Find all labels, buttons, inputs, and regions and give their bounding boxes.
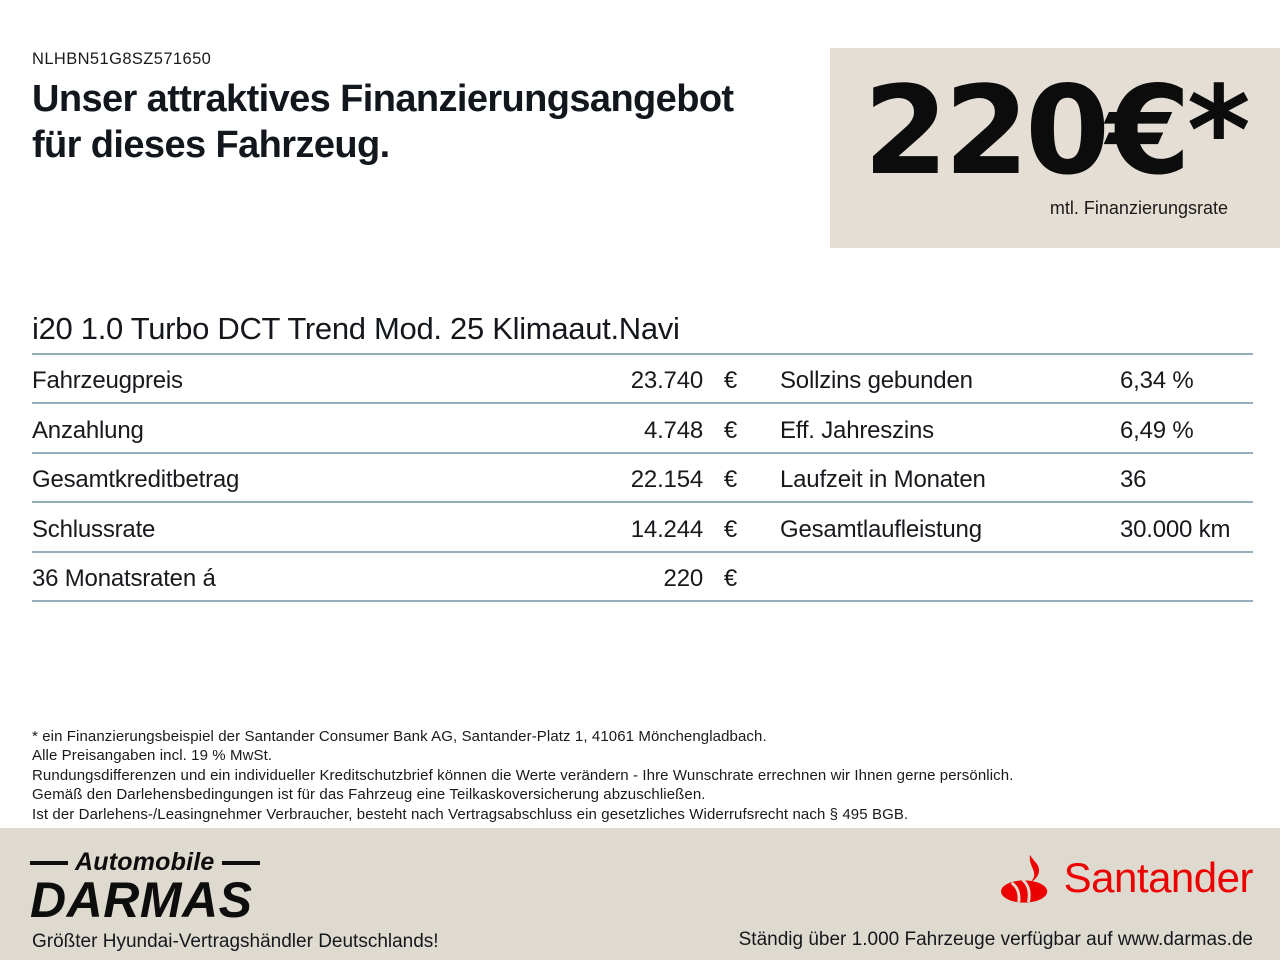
price-amount: 220€* bbox=[863, 60, 1250, 202]
row-value: 22.154 bbox=[630, 466, 703, 494]
darmas-logo-automobile-text: Automobile bbox=[75, 848, 215, 876]
row-unit: € bbox=[723, 515, 737, 543]
vin-text: NLHBN51G8SZ571650 bbox=[32, 50, 212, 68]
santander-wordmark: Santander bbox=[1063, 854, 1254, 901]
table-cell-left: Schlussrate 14.244 € bbox=[32, 516, 737, 544]
row-unit: € bbox=[723, 564, 737, 592]
santander-logo: Santander bbox=[1000, 852, 1254, 904]
row-label: Eff. Jahreszins bbox=[780, 416, 934, 444]
page-heading-line2: für dieses Fahrzeug. bbox=[32, 124, 390, 166]
fineprint-line: * ein Finanzierungsbeispiel der Santande… bbox=[32, 728, 767, 745]
table-row: Gesamtkreditbetrag 22.154 € Laufzeit in … bbox=[32, 454, 1253, 504]
table-cell-left: Gesamtkreditbetrag 22.154 € bbox=[32, 466, 737, 494]
row-unit: € bbox=[723, 416, 737, 444]
row-unit: € bbox=[723, 466, 737, 494]
table-cell-right: Laufzeit in Monaten 36 bbox=[780, 466, 1253, 494]
row-label: Anzahlung bbox=[32, 416, 144, 444]
page-heading: Unser attraktives Finanzierungsangebot f… bbox=[32, 76, 734, 168]
row-value: 220 bbox=[663, 564, 704, 592]
row-label: Schlussrate bbox=[32, 515, 156, 543]
santander-flame-icon bbox=[1000, 854, 1047, 903]
table-row: Anzahlung 4.748 € Eff. Jahreszins 6,49 % bbox=[32, 404, 1253, 454]
row-value: 14.244 bbox=[630, 515, 703, 543]
row-value: 6,34 % bbox=[1120, 367, 1194, 395]
footer: Automobile DARMAS Größter Hyundai-Vertra… bbox=[0, 828, 1280, 960]
row-label: Sollzins gebunden bbox=[780, 367, 973, 395]
table-cell-right: Gesamtlaufleistung 30.000 km bbox=[780, 516, 1253, 544]
row-label: Gesamtkreditbetrag bbox=[32, 466, 240, 494]
table-cell-right: Eff. Jahreszins 6,49 % bbox=[780, 417, 1253, 445]
row-value: 30.000 km bbox=[1120, 515, 1231, 543]
table-cell-right: Sollzins gebunden 6,34 % bbox=[780, 367, 1253, 395]
price-box: 220€* mtl. Finanzierungsrate bbox=[830, 48, 1280, 248]
table-row: 36 Monatsraten á 220 € bbox=[32, 553, 1253, 602]
fineprint-line: Gemäß den Darlehensbedingungen ist für d… bbox=[32, 786, 706, 804]
fineprint-line: Alle Preisangaben incl. 19 % MwSt. bbox=[32, 747, 273, 765]
table-cell-left: 36 Monatsraten á 220 € bbox=[32, 565, 737, 593]
darmas-logo-top: Automobile bbox=[30, 848, 260, 877]
darmas-logo: Automobile DARMAS bbox=[30, 848, 260, 925]
table-cell-left: Fahrzeugpreis 23.740 € bbox=[32, 367, 737, 395]
darmas-logo-wordmark: DARMAS bbox=[30, 872, 253, 928]
row-label: 36 Monatsraten á bbox=[32, 564, 216, 592]
finance-offer-section: i20 1.0 Turbo DCT Trend Mod. 25 Klimaaut… bbox=[32, 311, 1253, 602]
darmas-logo-bar-right bbox=[221, 860, 260, 865]
table-cell-left: Anzahlung 4.748 € bbox=[32, 417, 737, 445]
row-value: 36 bbox=[1120, 466, 1147, 494]
row-label: Gesamtlaufleistung bbox=[780, 515, 982, 543]
row-value: 4.748 bbox=[643, 416, 703, 444]
fineprint: * ein Finanzierungsbeispiel der Santande… bbox=[32, 727, 1013, 824]
row-value: 23.740 bbox=[630, 367, 703, 395]
fineprint-line: Rundungsdifferenzen und ein individuelle… bbox=[32, 766, 1014, 784]
darmas-tagline: Größter Hyundai-Vertragshändler Deutschl… bbox=[32, 931, 439, 952]
table-row: Fahrzeugpreis 23.740 € Sollzins gebunden… bbox=[32, 355, 1253, 405]
row-label: Laufzeit in Monaten bbox=[780, 466, 986, 494]
darmas-logo-bar-left bbox=[30, 860, 68, 865]
santander-tagline: Ständig über 1.000 Fahrzeuge verfügbar a… bbox=[738, 929, 1253, 950]
row-value: 6,49 % bbox=[1120, 416, 1194, 444]
table-row: Schlussrate 14.244 € Gesamtlaufleistung … bbox=[32, 503, 1253, 553]
price-caption: mtl. Finanzierungsrate bbox=[1049, 198, 1228, 218]
page-heading-line1: Unser attraktives Finanzierungsangebot bbox=[32, 78, 734, 120]
car-title: i20 1.0 Turbo DCT Trend Mod. 25 Klimaaut… bbox=[32, 311, 1253, 355]
fineprint-line: Ist der Darlehens-/Leasingnehmer Verbrau… bbox=[32, 805, 909, 823]
row-unit: € bbox=[723, 367, 737, 395]
row-label: Fahrzeugpreis bbox=[32, 367, 183, 395]
